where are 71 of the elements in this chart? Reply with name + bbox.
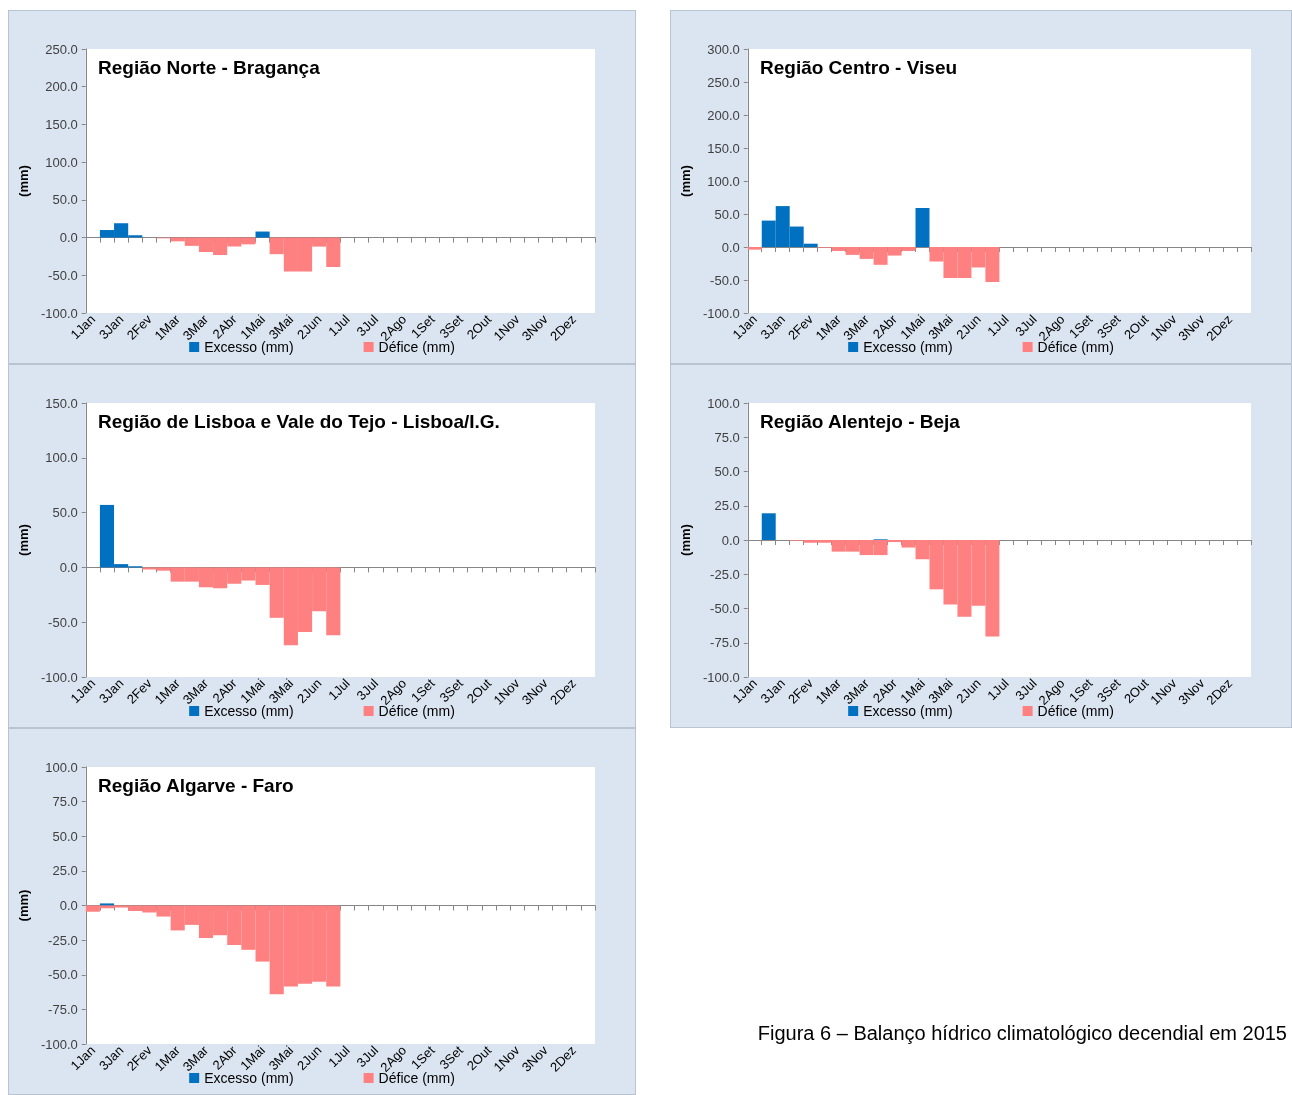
y-tick-label: 0.0	[59, 559, 78, 575]
y-tick-label: 100.0	[707, 173, 740, 189]
y-tick-label: -50.0	[48, 267, 78, 283]
legend-label: Excesso (mm)	[863, 703, 953, 719]
x-tick-label: 1Jul	[325, 311, 353, 340]
y-tick-label: 0.0	[59, 230, 78, 246]
bar	[747, 247, 762, 250]
y-tick-label: -50.0	[48, 614, 78, 630]
y-axis-title: (mm)	[678, 165, 693, 197]
y-tick-label: 50.0	[52, 505, 78, 521]
y-tick-label: -100.0	[40, 669, 78, 685]
chart-title: Região Norte - Bragança	[98, 57, 321, 78]
chart-title: Região Alentejo - Beja	[760, 411, 961, 432]
y-tick-label: 100.0	[45, 154, 78, 170]
y-tick-label: 200.0	[45, 79, 78, 95]
y-tick-label: 0.0	[721, 532, 740, 548]
x-tick-label: 3Jul	[1012, 675, 1040, 704]
x-tick-label: 1Jul	[984, 311, 1012, 340]
y-tick-label: -100.0	[702, 669, 740, 685]
legend-label: Excesso (mm)	[863, 339, 953, 355]
y-tick-label: 200.0	[707, 107, 740, 123]
y-tick-label: 75.0	[52, 794, 78, 810]
x-tick-label: 1Jul	[984, 675, 1012, 704]
y-tick-label: 150.0	[45, 395, 78, 411]
y-tick-label: -75.0	[48, 1001, 78, 1017]
y-tick-label: 50.0	[714, 206, 740, 222]
chart-title: Região Algarve - Faro	[98, 775, 294, 796]
chart-title: Região Centro - Viseu	[760, 57, 958, 78]
y-tick-label: 0.0	[59, 898, 78, 913]
y-tick-label: 100.0	[45, 759, 78, 775]
legend-label: Excesso (mm)	[204, 1070, 294, 1086]
y-tick-label: 300.0	[707, 41, 740, 57]
y-tick-label: 100.0	[707, 395, 740, 411]
y-tick-label: 100.0	[45, 450, 78, 466]
y-tick-label: -100.0	[40, 1036, 78, 1052]
y-tick-label: 150.0	[45, 116, 78, 132]
y-tick-label: -50.0	[48, 967, 78, 983]
y-tick-label: 50.0	[714, 464, 740, 479]
y-tick-label: 0.0	[721, 239, 740, 255]
y-tick-label: -25.0	[710, 566, 740, 582]
y-tick-label: -50.0	[710, 272, 740, 288]
legend-label: Excesso (mm)	[204, 703, 294, 719]
y-tick-label: -75.0	[710, 635, 740, 651]
y-tick-label: 150.0	[707, 140, 740, 156]
bar	[915, 208, 930, 247]
x-tick-label: 1Jul	[325, 1042, 353, 1071]
text: Figura 6 – Balanço hídrico climatológico decendial em 2015	[756, 1022, 1287, 1045]
chart-title: Região de Lisboa e Vale do Tejo - Lisboa/I.G.	[98, 411, 500, 432]
bar	[761, 513, 776, 540]
legend-label: Excesso (mm)	[204, 339, 294, 355]
y-tick-label: 25.0	[52, 863, 78, 879]
y-tick-label: 25.0	[714, 498, 740, 514]
x-tick-label: 3Jul	[353, 311, 382, 340]
x-tick-label: 3Jul	[353, 675, 382, 704]
y-axis-title: (mm)	[16, 889, 31, 922]
y-axis-title: (mm)	[678, 524, 693, 556]
y-tick-label: 75.0	[714, 429, 740, 445]
x-tick-label: 1Jul	[325, 675, 353, 704]
bar	[255, 231, 270, 238]
y-axis-title: (mm)	[16, 165, 31, 197]
x-tick-label: 3Jul	[353, 1042, 382, 1071]
y-tick-label: -25.0	[48, 932, 78, 948]
y-tick-label: -100.0	[40, 305, 78, 321]
y-tick-label: 50.0	[52, 192, 78, 208]
y-tick-label: -100.0	[702, 305, 740, 321]
y-axis-title: (mm)	[16, 524, 31, 556]
y-tick-label: 250.0	[45, 41, 78, 57]
y-tick-label: 250.0	[707, 74, 740, 90]
x-tick-label: 3Jul	[1012, 311, 1040, 340]
y-tick-label: 50.0	[52, 828, 78, 844]
y-tick-label: -50.0	[710, 601, 740, 616]
